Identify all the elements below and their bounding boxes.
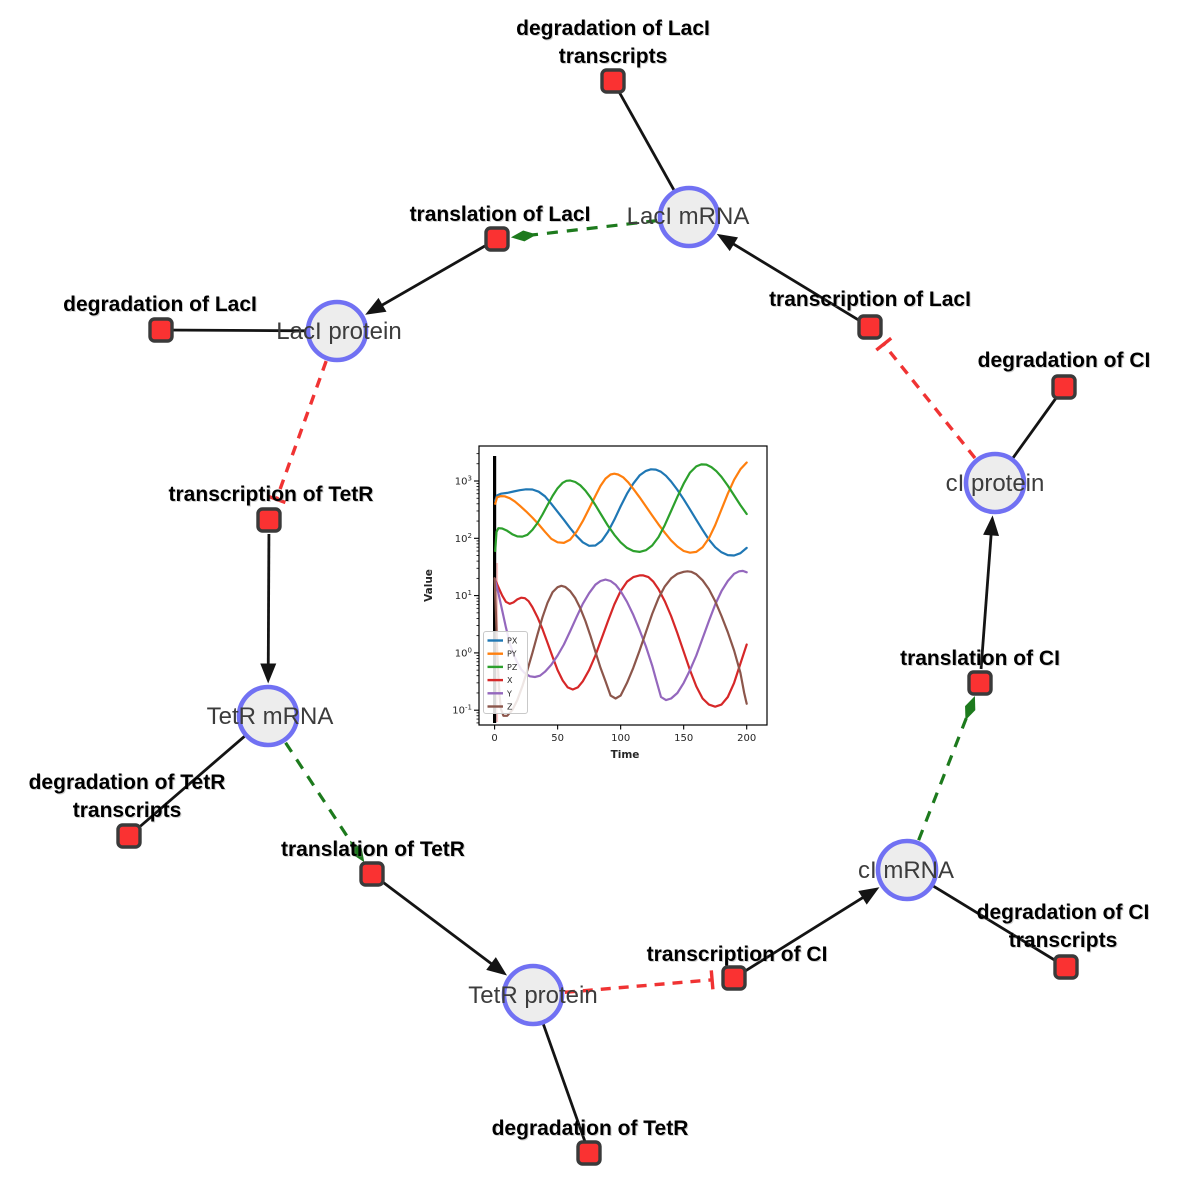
inhibition-tbar-icon <box>875 336 893 352</box>
y-tick-label: 10-1 <box>452 704 472 717</box>
inhibition-tbar-icon <box>266 494 286 505</box>
legend-label-py: PY <box>507 650 517 659</box>
edge-tetr-protein-deg-tetr <box>542 1023 591 1154</box>
edge-translation-laci-laci-protein <box>365 244 486 315</box>
species-label-laci-protein: LacI protein <box>276 318 401 345</box>
reaction-label-translation-tetr: translation of TetR <box>281 838 465 861</box>
edge-transcription-laci-laci-mrna <box>716 233 859 321</box>
y-tick-label: 101 <box>455 589 472 602</box>
edge-transcription-ci-ci-mrna <box>745 887 880 972</box>
modifier-arrowhead-icon <box>510 230 537 242</box>
reaction-node-deg-ci-transcripts[interactable] <box>1053 954 1079 980</box>
edge-tetr-mrna-deg-tetr-transcripts <box>128 735 246 838</box>
x-tick-label: 150 <box>674 733 693 744</box>
edge-laci-mrna-deg-laci-transcripts <box>611 80 676 191</box>
reaction-node-deg-laci[interactable] <box>148 317 174 343</box>
reaction-label-deg-laci: degradation of LacI <box>63 293 257 316</box>
reaction-label-deg-ci: degradation of CI <box>978 349 1151 372</box>
center-simulation-chart: 0 50 100 150 20010-1100101102103TimeValuePXP… <box>423 445 768 761</box>
reaction-label-deg-tetr-transcripts: degradation of TetR <box>29 771 226 794</box>
reaction-label-deg-laci-transcripts: transcripts <box>559 45 668 68</box>
series-line-pz <box>494 463 748 554</box>
reaction-label-deg-laci-transcripts: degradation of LacI <box>516 17 710 40</box>
edge-laci-protein-deg-laci <box>160 328 307 333</box>
legend-label-z: Z <box>507 703 513 712</box>
legend-label-pz: PZ <box>507 663 518 672</box>
reaction-label-transcription-laci: transcription of LacI <box>769 288 971 311</box>
species-label-tetr-protein: TetR protein <box>468 982 597 1009</box>
reaction-node-transcription-laci[interactable] <box>857 314 883 340</box>
species-node-ci-mrna[interactable] <box>875 838 939 902</box>
series-line-py <box>494 461 748 554</box>
species-node-ci-protein[interactable] <box>963 451 1027 515</box>
edge-laci-protein-transcription-tetr <box>266 360 328 505</box>
edge-ci-mrna-deg-ci-transcripts <box>932 884 1067 969</box>
reaction-node-deg-tetr[interactable] <box>576 1140 602 1166</box>
species-label-ci-mrna: cI mRNA <box>858 857 954 884</box>
y-tick-label: 100 <box>455 646 472 659</box>
arrowhead-icon <box>486 957 508 976</box>
species-label-ci-protein: cI protein <box>946 470 1045 497</box>
edges-layer <box>128 80 1067 1154</box>
modifier-arrowhead-icon <box>965 696 976 721</box>
edge-ci-protein-transcription-laci <box>875 336 977 460</box>
edge-ci-mrna-translation-ci <box>917 696 976 841</box>
legend-label-x: X <box>507 676 513 685</box>
labels-layer: degradation of LacI transcripts translatio… <box>29 17 1151 1140</box>
reaction-node-translation-laci[interactable] <box>484 226 510 252</box>
y-axis-label: Value <box>423 569 435 602</box>
reaction-label-transcription-tetr: transcription of TetR <box>169 483 374 506</box>
arrowhead-icon <box>858 887 880 905</box>
edge-transcription-tetr-tetr-mrna <box>260 533 277 684</box>
species-label-tetr-mrna: TetR mRNA <box>207 703 334 730</box>
reaction-label-deg-tetr-transcripts: transcripts <box>73 799 182 822</box>
x-axis-label: Time <box>611 749 640 761</box>
reaction-node-deg-laci-transcripts[interactable] <box>600 68 626 94</box>
arrowhead-icon <box>260 663 277 684</box>
reaction-label-deg-ci-transcripts: degradation of CI <box>977 901 1150 924</box>
species-node-tetr-mrna[interactable] <box>236 684 300 748</box>
legend-label-y: Y <box>506 689 512 698</box>
legend-box <box>483 631 528 714</box>
reaction-node-deg-ci[interactable] <box>1051 374 1077 400</box>
x-tick-label: 100 <box>611 733 630 744</box>
x-tick-label: 50 <box>551 733 564 744</box>
edge-tetr-mrna-translation-tetr <box>284 741 365 863</box>
arrowhead-icon <box>365 297 387 315</box>
series-line-px <box>494 468 748 557</box>
y-tick-label: 103 <box>455 475 472 488</box>
y-tick-label: 102 <box>455 532 472 545</box>
reaction-label-deg-ci-transcripts: transcripts <box>1009 929 1118 952</box>
species-node-laci-mrna[interactable] <box>657 185 721 249</box>
reaction-label-transcription-ci: transcription of CI <box>647 943 828 966</box>
reaction-node-translation-ci[interactable] <box>967 670 993 696</box>
arrowhead-icon <box>983 515 1000 536</box>
reaction-label-deg-tetr: degradation of TetR <box>492 1117 689 1140</box>
edge-translation-ci-ci-protein <box>979 515 1000 670</box>
chart-legend: PX PY PZ XYZ <box>483 631 528 714</box>
edge-tetr-protein-transcription-ci <box>564 970 715 994</box>
reaction-node-translation-tetr[interactable] <box>359 861 385 887</box>
series-line-x <box>493 574 748 708</box>
legend-label-px: PX <box>507 637 518 646</box>
reaction-node-transcription-ci[interactable] <box>721 965 747 991</box>
arrowhead-icon <box>716 233 739 252</box>
modifier-arrowhead-icon <box>350 840 365 863</box>
reaction-node-transcription-tetr[interactable] <box>256 507 282 533</box>
x-tick-label: 200 <box>737 733 756 744</box>
x-tick-label: 0 <box>491 733 497 744</box>
species-label-laci-mrna: LacI mRNA <box>627 203 750 230</box>
species-node-tetr-protein[interactable] <box>501 963 565 1027</box>
reaction-label-translation-laci: translation of LacI <box>410 203 591 226</box>
nodes-layer <box>116 68 1079 1166</box>
edge-laci-mrna-translation-laci <box>510 219 658 242</box>
edge-translation-tetr-tetr-protein <box>382 881 508 976</box>
reaction-label-translation-ci: translation of CI <box>900 647 1060 670</box>
inhibition-tbar-icon <box>709 970 715 990</box>
reaction-node-deg-tetr-transcripts[interactable] <box>116 823 142 849</box>
species-node-laci-protein[interactable] <box>305 299 369 363</box>
